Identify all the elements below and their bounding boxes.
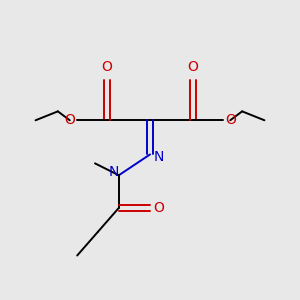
Text: O: O (64, 113, 75, 127)
Text: O: O (101, 60, 112, 74)
Text: O: O (153, 201, 164, 215)
Text: O: O (225, 113, 236, 127)
Text: N: N (108, 165, 118, 179)
Text: N: N (153, 150, 164, 164)
Text: O: O (188, 60, 199, 74)
